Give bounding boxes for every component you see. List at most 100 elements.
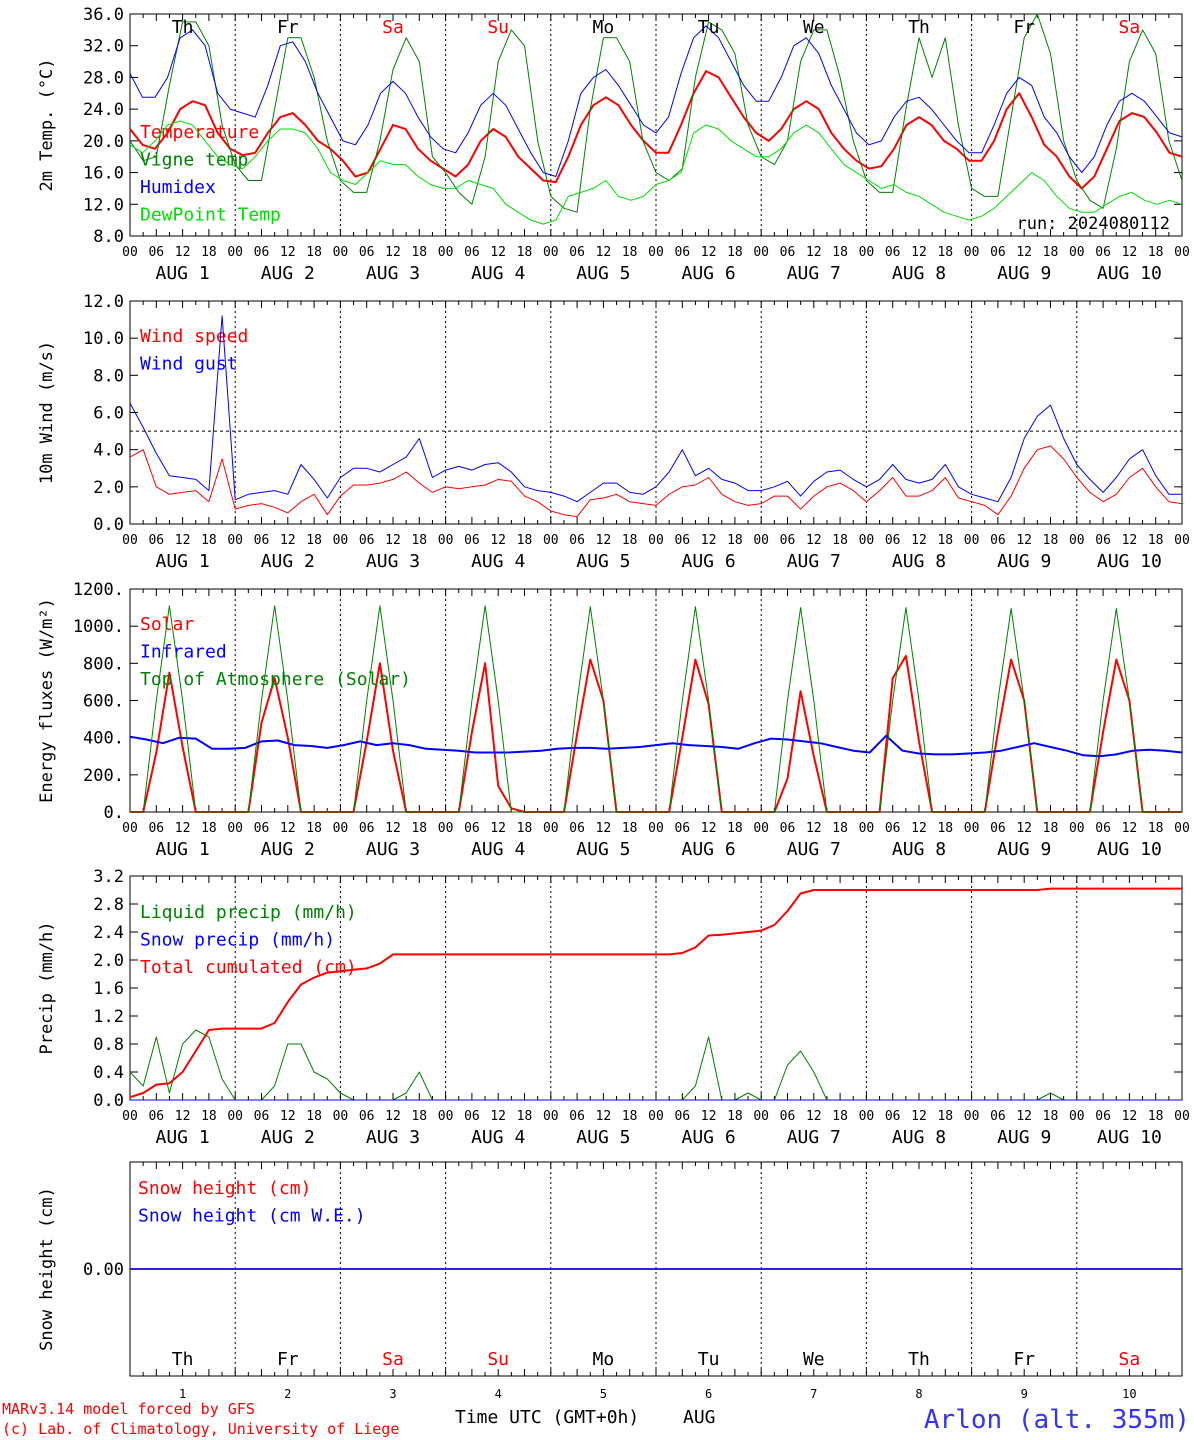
precip-hour-tick-label: 06: [148, 1109, 164, 1124]
wind-hour-tick-label: 06: [674, 533, 690, 548]
wind-hour-tick-label: 06: [359, 533, 375, 548]
temp-hour-tick-label: 06: [254, 245, 270, 260]
energy-hour-tick-label: 18: [201, 821, 217, 836]
wind-date-label: AUG 4: [471, 551, 525, 572]
temp-date-label: AUG 5: [576, 263, 630, 284]
precip-date-label: AUG 2: [261, 1127, 315, 1148]
energy-y-tick-label: 200.: [83, 766, 124, 786]
wind-hour-tick-label: 00: [1069, 533, 1085, 548]
wind-hour-tick-label: 00: [859, 533, 875, 548]
snow-day-number: 10: [1122, 1387, 1136, 1401]
wind-date-label: AUG 3: [366, 551, 420, 572]
precip-hour-tick-label: 18: [306, 1109, 322, 1124]
energy-date-label: AUG 2: [261, 839, 315, 860]
precip-date-label: AUG 9: [997, 1127, 1051, 1148]
energy-hour-tick-label: 00: [227, 821, 243, 836]
precip-legend-entry: Snow precip (mm/h): [140, 930, 335, 951]
precip-hour-tick-label: 00: [543, 1109, 559, 1124]
temp-series-line: [129, 70, 1183, 190]
precip-hour-tick-label: 06: [254, 1109, 270, 1124]
wind-y-tick-label: 12.0: [83, 292, 124, 312]
wind-date-label: AUG 5: [576, 551, 630, 572]
precip-date-label: AUG 8: [892, 1127, 946, 1148]
precip-y-tick-label: 2.0: [93, 951, 124, 971]
temp-hour-tick-label: 18: [201, 245, 217, 260]
wind-y-axis-title: 10m Wind (m/s): [37, 341, 57, 484]
temp-hour-tick-label: 18: [1148, 245, 1164, 260]
wind-y-tick-label: 2.0: [93, 478, 124, 498]
energy-hour-tick-label: 12: [911, 821, 927, 836]
wind-hour-tick-label: 12: [175, 533, 191, 548]
temp-date-label: AUG 9: [997, 263, 1051, 284]
precip-date-label: AUG 10: [1097, 1127, 1162, 1148]
temp-y-tick-label: 24.0: [83, 100, 124, 120]
temp-legend-entry: DewPoint Temp: [140, 205, 281, 226]
precip-hour-tick-label: 00: [227, 1109, 243, 1124]
precip-y-tick-label: 1.2: [93, 1007, 124, 1027]
energy-hour-tick-label: 12: [490, 821, 506, 836]
temp-run-annotation: run: 2024080112: [1016, 214, 1170, 234]
precip-hour-tick-label: 06: [674, 1109, 690, 1124]
energy-series-line: [130, 605, 1182, 813]
temp-y-tick-label: 36.0: [83, 5, 124, 25]
precip-hour-tick-label: 12: [806, 1109, 822, 1124]
temp-hour-tick-label: 12: [175, 245, 191, 260]
wind-date-label: AUG 9: [997, 551, 1051, 572]
snow-weekday-label: Th: [172, 1349, 194, 1370]
snow-weekday-label: Fr: [1013, 1349, 1035, 1370]
wind-y-tick-label: 10.0: [83, 329, 124, 349]
temp-hour-tick-label: 06: [569, 245, 585, 260]
snow-day-number: 7: [810, 1387, 817, 1401]
snow-weekday-label: Th: [908, 1349, 930, 1370]
precip-date-label: AUG 1: [156, 1127, 210, 1148]
temp-date-label: AUG 2: [261, 263, 315, 284]
wind-y-tick-label: 6.0: [93, 404, 124, 424]
energy-hour-tick-label: 00: [753, 821, 769, 836]
snow-day-number: 6: [705, 1387, 712, 1401]
temp-weekday-label: Tu: [698, 17, 720, 38]
energy-hour-tick-label: 18: [832, 821, 848, 836]
energy-hour-tick-label: 06: [569, 821, 585, 836]
energy-hour-tick-label: 00: [859, 821, 875, 836]
precip-hour-tick-label: 12: [1016, 1109, 1032, 1124]
energy-y-tick-label: 400.: [83, 729, 124, 749]
precip-hour-tick-label: 06: [885, 1109, 901, 1124]
wind-hour-tick-label: 12: [385, 533, 401, 548]
precip-date-label: AUG 3: [366, 1127, 420, 1148]
precip-series-line: [129, 1029, 1182, 1101]
precip-hour-tick-label: 12: [490, 1109, 506, 1124]
temp-y-tick-label: 32.0: [83, 37, 124, 57]
wind-hour-tick-label: 12: [596, 533, 612, 548]
precip-hour-tick-label: 18: [201, 1109, 217, 1124]
wind-hour-tick-label: 06: [1095, 533, 1111, 548]
precip-legend-entry: Total cumulated (cm): [140, 957, 357, 978]
energy-y-tick-label: 0.: [104, 803, 124, 823]
lab-credit: (c) Lab. of Climatology, University of L…: [2, 1420, 399, 1438]
precip-hour-tick-label: 12: [1122, 1109, 1138, 1124]
precip-hour-tick-label: 00: [1069, 1109, 1085, 1124]
snow-weekday-label: Tu: [698, 1349, 720, 1370]
wind-hour-tick-label: 00: [964, 533, 980, 548]
precip-y-tick-label: 2.4: [93, 923, 124, 943]
wind-hour-tick-label: 18: [622, 533, 638, 548]
temp-hour-tick-label: 06: [885, 245, 901, 260]
energy-hour-tick-label: 00: [964, 821, 980, 836]
energy-date-label: AUG 8: [892, 839, 946, 860]
energy-date-label: AUG 9: [997, 839, 1051, 860]
temp-hour-tick-label: 06: [990, 245, 1006, 260]
temp-date-label: AUG 4: [471, 263, 525, 284]
precip-y-tick-label: 2.8: [93, 895, 124, 915]
temp-hour-tick-label: 12: [280, 245, 296, 260]
snow-day-number: 1: [179, 1387, 186, 1401]
snow-day-number: 9: [1021, 1387, 1028, 1401]
snow-day-number: 4: [495, 1387, 502, 1401]
snow-weekday-label: Sa: [1119, 1349, 1141, 1370]
temp-weekday-label: Th: [172, 17, 194, 38]
energy-date-label: AUG 4: [471, 839, 525, 860]
wind-hour-tick-label: 12: [1016, 533, 1032, 548]
precip-hour-tick-label: 06: [359, 1109, 375, 1124]
temp-date-label: AUG 3: [366, 263, 420, 284]
wind-hour-tick-label: 18: [411, 533, 427, 548]
wind-hour-tick-label: 18: [306, 533, 322, 548]
